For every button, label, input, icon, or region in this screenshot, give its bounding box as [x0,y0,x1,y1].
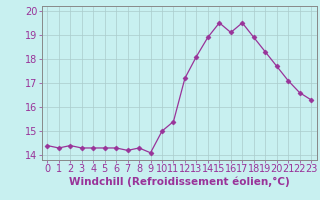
X-axis label: Windchill (Refroidissement éolien,°C): Windchill (Refroidissement éolien,°C) [69,177,290,187]
